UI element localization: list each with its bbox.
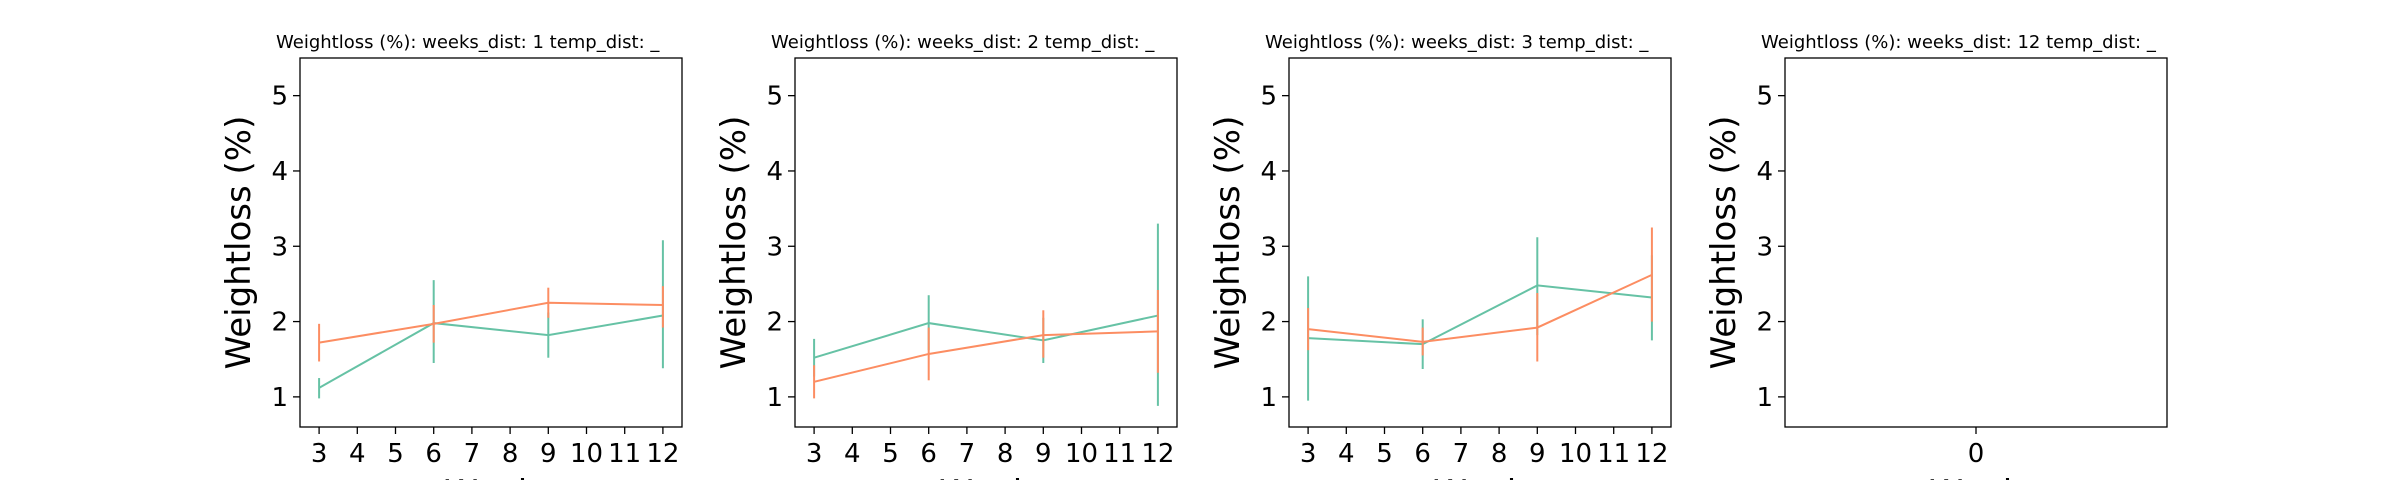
y-tick-label: 2 (271, 308, 288, 338)
x-tick-label: 4 (844, 439, 861, 469)
x-tick-label: 7 (959, 439, 976, 469)
series-line-2 (318, 301, 663, 344)
y-tick-label: 5 (766, 82, 783, 112)
x-tick-label: 11 (1597, 439, 1630, 469)
x-tick-label: 3 (1300, 439, 1317, 469)
y-axis-label: Weightloss (%) (1208, 116, 1248, 370)
y-tick-label: 4 (1260, 157, 1277, 187)
x-tick-label: 10 (1559, 439, 1592, 469)
x-tick-label: 5 (1376, 439, 1393, 469)
x-tick-label: 9 (540, 439, 557, 469)
y-tick-label: 2 (1260, 308, 1277, 338)
subplot-title: Weightloss (%): weeks_dist: 3 temp_dist:… (1265, 32, 1649, 53)
y-tick-label: 4 (271, 157, 288, 187)
y-tick-label: 1 (1756, 383, 1773, 413)
x-tick-label: 7 (464, 439, 481, 469)
subplot-1: Weightloss (%): weeks_dist: 1 temp_dist:… (219, 32, 683, 480)
subplot-title: Weightloss (%): weeks_dist: 1 temp_dist:… (276, 32, 660, 53)
plot-area-frame (1784, 57, 2168, 428)
x-tick-label: 10 (1065, 439, 1098, 469)
y-tick-label: 5 (1756, 82, 1773, 112)
x-tick-label: 5 (387, 439, 404, 469)
x-tick-label: 5 (882, 439, 899, 469)
plot-area-frame (794, 57, 1178, 428)
y-axis-label: Weightloss (%) (714, 116, 754, 370)
x-tick-label: 11 (608, 439, 641, 469)
x-tick-label: 8 (1491, 439, 1508, 469)
subplot-4: Weightloss (%): weeks_dist: 12 temp_dist… (1704, 32, 2168, 480)
y-tick-label: 2 (1756, 308, 1773, 338)
y-tick-label: 3 (1756, 232, 1773, 262)
x-tick-label: 4 (349, 439, 366, 469)
x-tick-label: 0 (1968, 439, 1985, 469)
y-axis-label: Weightloss (%) (219, 116, 259, 370)
series-line-1 (318, 314, 664, 389)
x-tick-label: 6 (920, 439, 937, 469)
x-tick-label: 11 (1103, 439, 1136, 469)
x-tick-label: 8 (997, 439, 1014, 469)
x-axis-label: Week (939, 473, 1032, 480)
y-tick-label: 1 (271, 383, 288, 413)
y-tick-label: 1 (1260, 383, 1277, 413)
plot-area-frame (1288, 57, 1672, 428)
x-tick-label: 6 (1414, 439, 1431, 469)
x-axis-label: Week (1929, 473, 2022, 480)
y-tick-label: 5 (1260, 82, 1277, 112)
x-tick-label: 10 (570, 439, 603, 469)
x-tick-label: 3 (311, 439, 328, 469)
subplot-3: Weightloss (%): weeks_dist: 3 temp_dist:… (1208, 32, 1672, 480)
y-tick-label: 3 (271, 232, 288, 262)
x-tick-label: 4 (1338, 439, 1355, 469)
x-tick-label: 3 (806, 439, 823, 469)
y-axis-label: Weightloss (%) (1704, 116, 1744, 370)
subplot-title: Weightloss (%): weeks_dist: 2 temp_dist:… (771, 32, 1155, 53)
subplot-2: Weightloss (%): weeks_dist: 2 temp_dist:… (714, 32, 1178, 480)
x-axis-label: Week (1433, 473, 1526, 480)
y-tick-label: 2 (766, 308, 783, 338)
x-tick-label: 9 (1529, 439, 1546, 469)
y-tick-label: 5 (271, 82, 288, 112)
y-tick-label: 3 (1260, 232, 1277, 262)
x-tick-label: 7 (1453, 439, 1470, 469)
x-tick-label: 12 (1635, 439, 1668, 469)
y-tick-label: 4 (766, 157, 783, 187)
x-tick-label: 6 (425, 439, 442, 469)
y-tick-label: 3 (766, 232, 783, 262)
series-line-2 (1307, 273, 1653, 343)
x-tick-label: 9 (1035, 439, 1052, 469)
series-line-1 (1308, 284, 1653, 346)
x-tick-label: 12 (1141, 439, 1174, 469)
plot-area-frame (299, 57, 683, 428)
subplot-title: Weightloss (%): weeks_dist: 12 temp_dist… (1761, 32, 2157, 53)
x-axis-label: Week (444, 473, 537, 480)
series-line-2 (813, 330, 1158, 383)
y-tick-label: 1 (766, 383, 783, 413)
series-line-1 (813, 314, 1159, 359)
x-tick-label: 8 (502, 439, 519, 469)
x-tick-label: 12 (646, 439, 679, 469)
y-tick-label: 4 (1756, 157, 1773, 187)
